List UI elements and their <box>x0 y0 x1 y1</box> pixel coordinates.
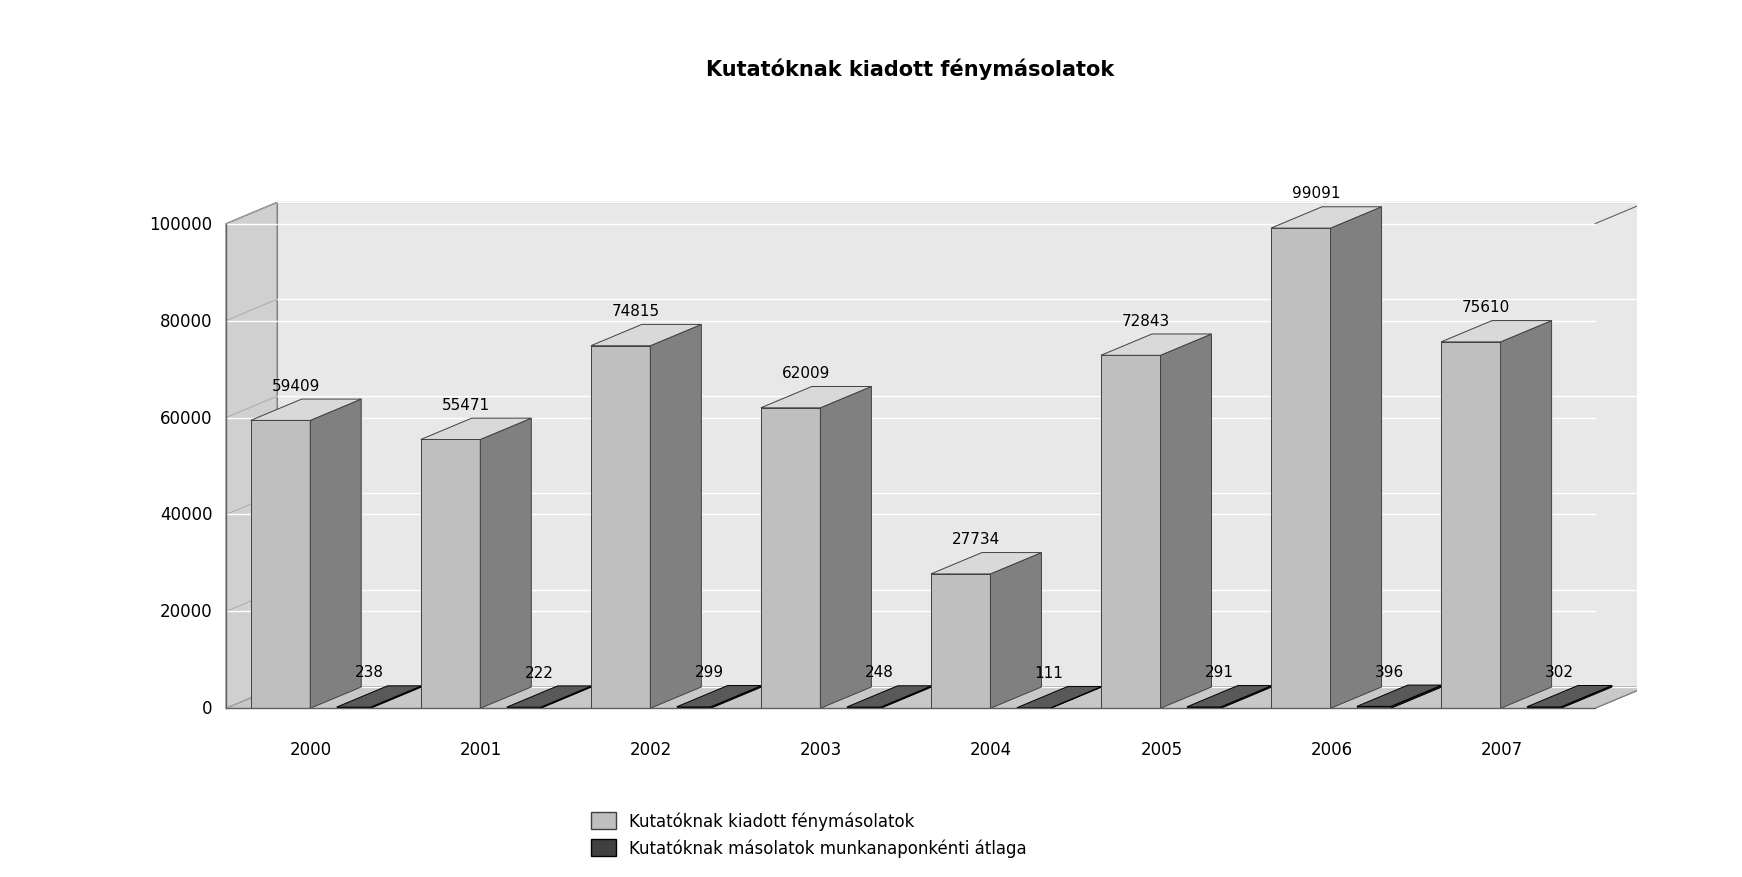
Polygon shape <box>1186 707 1221 709</box>
Text: 302: 302 <box>1545 665 1573 680</box>
Polygon shape <box>1441 343 1500 709</box>
Polygon shape <box>1272 229 1331 709</box>
Text: 0: 0 <box>202 700 213 717</box>
Polygon shape <box>761 409 820 709</box>
Polygon shape <box>336 686 422 708</box>
Polygon shape <box>761 387 871 409</box>
Text: 40000: 40000 <box>160 506 213 524</box>
Text: 75610: 75610 <box>1462 300 1510 315</box>
Polygon shape <box>1272 208 1381 229</box>
Polygon shape <box>422 440 481 709</box>
Text: 59409: 59409 <box>272 378 321 393</box>
Polygon shape <box>591 346 650 709</box>
Polygon shape <box>1441 321 1552 343</box>
Polygon shape <box>251 400 361 421</box>
Polygon shape <box>930 574 991 709</box>
Text: 80000: 80000 <box>160 312 213 331</box>
Text: 238: 238 <box>354 665 383 680</box>
Text: 100000: 100000 <box>150 216 213 233</box>
Polygon shape <box>847 686 932 707</box>
Text: 111: 111 <box>1035 666 1064 681</box>
Polygon shape <box>507 708 540 709</box>
Polygon shape <box>422 418 531 440</box>
Polygon shape <box>1390 685 1442 709</box>
Polygon shape <box>1017 687 1101 708</box>
Text: 2000: 2000 <box>289 740 333 759</box>
Polygon shape <box>251 421 310 709</box>
Text: 55471: 55471 <box>442 397 490 412</box>
Text: 72843: 72843 <box>1122 313 1171 328</box>
Polygon shape <box>930 553 1042 574</box>
Polygon shape <box>336 708 371 709</box>
Text: 62009: 62009 <box>782 366 831 381</box>
Polygon shape <box>1186 686 1272 707</box>
Polygon shape <box>540 686 592 709</box>
Polygon shape <box>507 686 592 708</box>
Polygon shape <box>991 553 1042 709</box>
Polygon shape <box>1160 335 1211 709</box>
Polygon shape <box>1357 707 1390 709</box>
Polygon shape <box>1101 356 1160 709</box>
Polygon shape <box>1561 686 1611 709</box>
Polygon shape <box>1050 687 1101 709</box>
Text: 2002: 2002 <box>631 740 672 759</box>
Text: 99091: 99091 <box>1293 186 1340 201</box>
Text: 291: 291 <box>1205 665 1233 680</box>
Polygon shape <box>277 203 1646 688</box>
Polygon shape <box>226 688 1646 709</box>
Legend: Kutatóknak kiadott fénymásolatok, Kutatóknak másolatok munkanaponkénti átlaga: Kutatóknak kiadott fénymásolatok, Kutató… <box>584 805 1033 864</box>
Polygon shape <box>1357 685 1442 707</box>
Polygon shape <box>371 686 422 709</box>
Text: 299: 299 <box>695 665 723 680</box>
Polygon shape <box>591 325 702 346</box>
Text: 27734: 27734 <box>951 531 1000 546</box>
Polygon shape <box>310 400 361 709</box>
Text: 74815: 74815 <box>611 303 660 318</box>
Polygon shape <box>820 387 871 709</box>
Polygon shape <box>847 707 881 709</box>
Polygon shape <box>1221 686 1272 709</box>
Text: 60000: 60000 <box>160 409 213 427</box>
Polygon shape <box>711 686 761 709</box>
Text: 248: 248 <box>864 665 894 680</box>
Polygon shape <box>1528 686 1611 707</box>
Polygon shape <box>1101 335 1211 356</box>
Polygon shape <box>1500 321 1552 709</box>
Text: Kutatóknak kiadott fénymásolatok: Kutatóknak kiadott fénymásolatok <box>707 59 1115 80</box>
Polygon shape <box>1528 707 1561 709</box>
Text: 2004: 2004 <box>970 740 1012 759</box>
Polygon shape <box>676 707 711 709</box>
Text: 2003: 2003 <box>800 740 843 759</box>
Polygon shape <box>676 686 761 707</box>
Text: 20000: 20000 <box>160 602 213 621</box>
Text: 396: 396 <box>1374 664 1404 679</box>
Polygon shape <box>1331 208 1381 709</box>
Text: 222: 222 <box>524 665 554 680</box>
Polygon shape <box>881 686 932 709</box>
Text: 2001: 2001 <box>460 740 502 759</box>
Text: 2005: 2005 <box>1141 740 1183 759</box>
Polygon shape <box>226 203 277 709</box>
Polygon shape <box>481 418 531 709</box>
Polygon shape <box>650 325 702 709</box>
Text: 2007: 2007 <box>1481 740 1523 759</box>
Text: 2006: 2006 <box>1310 740 1352 759</box>
